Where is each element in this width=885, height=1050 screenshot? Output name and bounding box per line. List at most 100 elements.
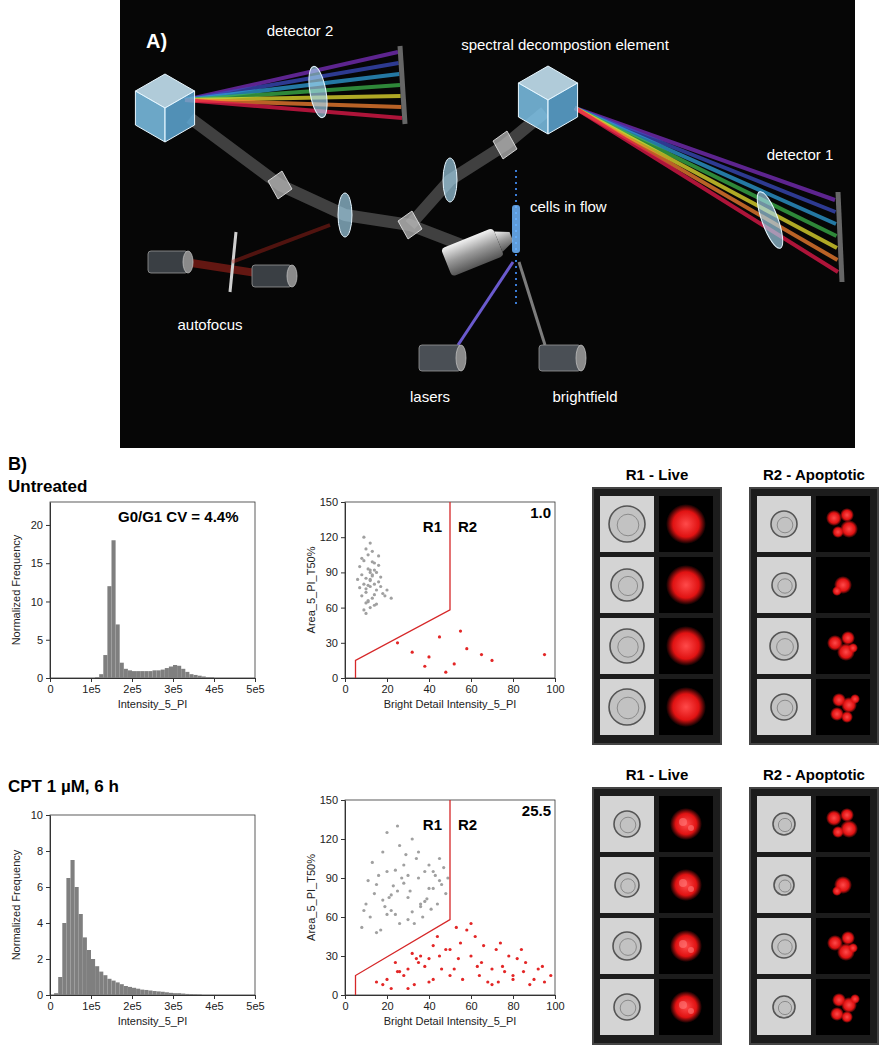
brightfield-image: [757, 557, 811, 613]
autofocus-beam: [185, 262, 262, 274]
y-tick-mark: [341, 878, 345, 879]
x-axis-line: [346, 995, 556, 996]
y-tick-mark: [46, 525, 50, 526]
scatter-point: [440, 967, 443, 970]
condition-label: Untreated: [8, 477, 87, 496]
histogram-bar: [218, 995, 222, 996]
x-tick-mark: [513, 678, 514, 682]
x-tick-label: 20: [381, 1000, 393, 1012]
histogram-bar: [161, 670, 165, 678]
scatter-point: [390, 987, 393, 990]
x-tick-mark: [91, 678, 92, 682]
scatter-point: [520, 948, 523, 951]
histogram-bar: [177, 666, 181, 678]
x-tick: 60: [465, 678, 477, 695]
x-tick: 5e5: [246, 995, 264, 1012]
nucleus-detail: [688, 825, 694, 831]
y-axis: 0246810: [31, 809, 51, 1001]
scatter-point: [362, 608, 365, 611]
plot-frame: [50, 815, 255, 995]
x-tick-mark: [513, 995, 514, 999]
scatter-point: [482, 944, 485, 947]
scatter-point: [406, 874, 409, 877]
fluorescence-image: [659, 618, 713, 674]
nuclear-fragment: [832, 586, 842, 596]
spectrum-ray: [575, 108, 838, 272]
histogram-bar: [144, 671, 148, 678]
y-tick: 30: [326, 950, 345, 962]
histogram-bar: [54, 678, 58, 679]
y-tick-mark: [46, 887, 50, 888]
scatter-point: [541, 965, 544, 968]
histogram-bar: [235, 995, 239, 996]
mirror: [493, 131, 517, 159]
lens: [443, 158, 457, 202]
x-tick-label: 2e5: [123, 1000, 141, 1012]
scatter-point: [379, 928, 382, 931]
y-axis-title: Area_5_PI_T50%: [305, 546, 317, 633]
nucleus: [670, 991, 702, 1023]
histogram-bar: [112, 540, 116, 678]
scatter-point: [396, 889, 399, 892]
scatter-point: [400, 876, 403, 879]
histogram-bar: [107, 979, 111, 995]
brightfield-image: [600, 618, 654, 674]
histogram-bar: [210, 995, 214, 996]
histogram-bar: [202, 676, 206, 678]
x-tick-label: 0: [342, 1000, 348, 1012]
scatter-point: [362, 909, 365, 912]
scatter-point: [432, 944, 435, 947]
y-tick-label: 0: [37, 672, 43, 684]
x-axis: 01e52e53e54e55e5: [47, 678, 264, 695]
scatter-point: [490, 967, 493, 970]
scatter-point: [406, 896, 409, 899]
lens: [752, 189, 788, 251]
fluorescence-image: [816, 557, 870, 613]
nucleus-detail: [688, 947, 694, 953]
y-tick-label: 0: [37, 989, 43, 1001]
y-tick-label: 15: [31, 557, 43, 569]
histogram-bar: [165, 992, 169, 995]
scatter-point: [375, 602, 378, 605]
histogram-bar: [71, 860, 75, 995]
histogram-bar: [116, 624, 120, 678]
y-tick: 0: [37, 672, 50, 684]
histogram-bar: [214, 995, 218, 996]
histogram-bar: [124, 669, 128, 678]
histogram-bar: [198, 994, 202, 995]
scatter-point: [369, 606, 372, 609]
scatter-point: [367, 879, 370, 882]
histogram-bar: [66, 878, 70, 995]
cell-outline: [609, 689, 645, 725]
scatter-point: [453, 662, 456, 665]
histogram-bar: [214, 678, 218, 679]
nucleus-detail: [679, 879, 687, 887]
x-axis-line: [346, 678, 556, 679]
x-tick-label: 100: [546, 683, 564, 695]
scatter-point: [364, 591, 367, 594]
prism-face: [518, 83, 548, 134]
cell-outline: [771, 511, 797, 537]
histogram-bar: [165, 668, 169, 678]
fluorescence-image: [659, 857, 713, 913]
cell-outline: [770, 632, 798, 660]
histogram-bar: [157, 670, 161, 678]
annotation: G0/G1 CV = 4.4%: [118, 508, 238, 525]
x-tick-mark: [132, 995, 133, 999]
x-tick-label: 80: [507, 683, 519, 695]
fluorescence-image: [816, 857, 870, 913]
histogram-bar: [71, 678, 75, 679]
cell-detail: [620, 1000, 636, 1016]
y-axis-title: Normalized Frequency: [10, 849, 22, 960]
light-beam: [410, 112, 545, 225]
diagram-background: [120, 0, 855, 448]
y-tick-mark: [341, 800, 345, 801]
y-tick: 8: [37, 845, 50, 857]
histogram-bar: [243, 678, 247, 679]
histogram-bar: [136, 989, 140, 995]
scatter-point: [369, 571, 372, 574]
scatter-point: [398, 970, 401, 973]
y-tick-mark: [341, 643, 345, 644]
scatter-point: [427, 887, 430, 890]
brightfield-image: [757, 979, 811, 1035]
